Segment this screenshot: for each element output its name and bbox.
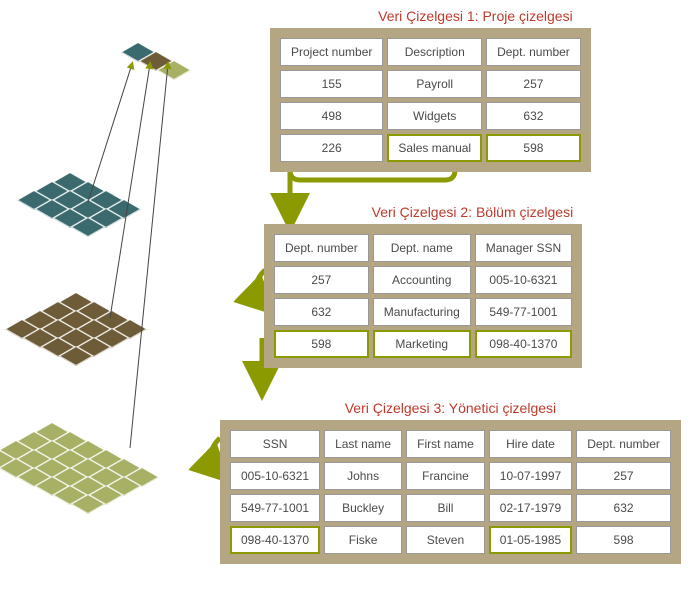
cell: 598: [576, 526, 671, 554]
cell: 598: [274, 330, 369, 358]
table-row: 598Marketing098-40-1370: [274, 330, 572, 358]
table-row: 155Payroll257: [280, 70, 581, 98]
table-title: Veri Çizelgesi 2: Bölüm çizelgesi: [264, 204, 681, 220]
col-header: Dept. number: [274, 234, 369, 262]
db-table: SSNLast nameFirst nameHire dateDept. num…: [220, 420, 681, 564]
col-header: SSN: [230, 430, 320, 458]
db-table: Dept. numberDept. nameManager SSN 257Acco…: [264, 224, 582, 368]
col-header: Hire date: [489, 430, 572, 458]
cell: 226: [280, 134, 383, 162]
cell: 01-05-1985: [489, 526, 572, 554]
cell: 549-77-1001: [475, 298, 572, 326]
col-header: First name: [406, 430, 485, 458]
table-block-2: Veri Çizelgesi 3: Yönetici çizelgesi SSNL…: [220, 400, 681, 564]
cell: Francine: [406, 462, 485, 490]
cell: 498: [280, 102, 383, 130]
tables-area: Veri Çizelgesi 1: Proje çizelgesi Project…: [260, 8, 681, 596]
col-header: Dept. name: [373, 234, 471, 262]
col-header: Manager SSN: [475, 234, 572, 262]
cell: 632: [576, 494, 671, 522]
db-table: Project numberDescriptionDept. number 155…: [270, 28, 591, 172]
col-header: Dept. number: [486, 38, 581, 66]
cell: 10-07-1997: [489, 462, 572, 490]
table-row: 005-10-6321JohnsFrancine10-07-1997257: [230, 462, 671, 490]
cell: 155: [280, 70, 383, 98]
cell: 257: [486, 70, 581, 98]
table-row: 632Manufacturing549-77-1001: [274, 298, 572, 326]
cell: Johns: [324, 462, 402, 490]
cell: 098-40-1370: [475, 330, 572, 358]
cell: 549-77-1001: [230, 494, 320, 522]
table-row: 098-40-1370FiskeSteven01-05-1985598: [230, 526, 671, 554]
cell: Fiske: [324, 526, 402, 554]
cell: 632: [274, 298, 369, 326]
table-block-1: Veri Çizelgesi 2: Bölüm çizelgesi Dept. n…: [264, 204, 681, 368]
cell: Payroll: [387, 70, 482, 98]
cube-stack: [10, 20, 250, 520]
table-title: Veri Çizelgesi 1: Proje çizelgesi: [270, 8, 681, 24]
cell: 02-17-1979: [489, 494, 572, 522]
cell: 632: [486, 102, 581, 130]
table-row: 549-77-1001BuckleyBill02-17-1979632: [230, 494, 671, 522]
cell: 598: [486, 134, 581, 162]
cell: Sales manual: [387, 134, 482, 162]
col-header: Last name: [324, 430, 402, 458]
cell: 005-10-6321: [230, 462, 320, 490]
cell: 257: [576, 462, 671, 490]
col-header: Dept. number: [576, 430, 671, 458]
table-row: 226Sales manual598: [280, 134, 581, 162]
cell: Buckley: [324, 494, 402, 522]
cell: Accounting: [373, 266, 471, 294]
cell: Manufacturing: [373, 298, 471, 326]
cell: Bill: [406, 494, 485, 522]
col-header: Project number: [280, 38, 383, 66]
table-block-0: Veri Çizelgesi 1: Proje çizelgesi Project…: [270, 8, 681, 172]
table-row: 498Widgets632: [280, 102, 581, 130]
table-row: 257Accounting005-10-6321: [274, 266, 572, 294]
cell: 257: [274, 266, 369, 294]
cell: 005-10-6321: [475, 266, 572, 294]
cell: Marketing: [373, 330, 471, 358]
cell: 098-40-1370: [230, 526, 320, 554]
cell: Steven: [406, 526, 485, 554]
col-header: Description: [387, 38, 482, 66]
cell: Widgets: [387, 102, 482, 130]
table-title: Veri Çizelgesi 3: Yönetici çizelgesi: [220, 400, 681, 416]
